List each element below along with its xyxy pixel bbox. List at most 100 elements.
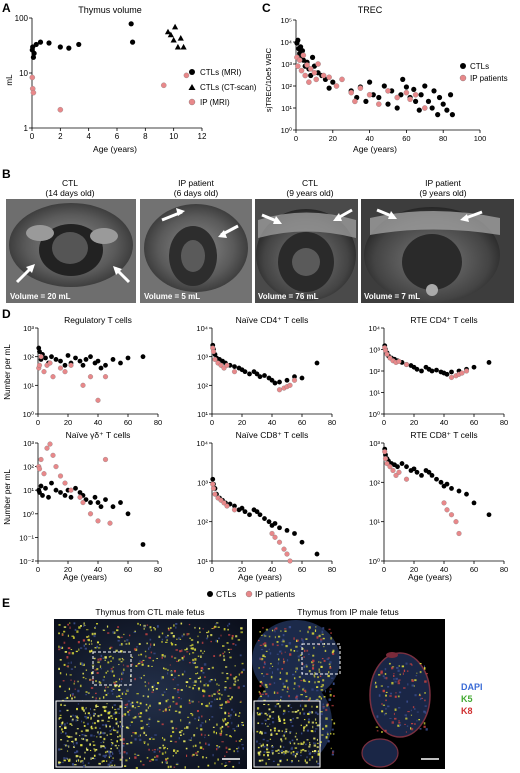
- chart-d6-point: [419, 473, 424, 478]
- mri-image-ctl-14-days: Volume = 20 mL: [6, 199, 136, 303]
- chart-d3-plot: 0 20 40 60 80 10⁰ 10¹ 10² 10³ 10⁴: [368, 324, 508, 427]
- chart-d3-xtick: 80: [500, 418, 508, 427]
- chart-d5-title: Naïve CD8⁺ T cells: [236, 430, 309, 440]
- chart-d1-point: [50, 374, 56, 380]
- chart-c-point: [367, 79, 373, 85]
- chart-d4-point: [46, 494, 51, 500]
- chart-c-point: [447, 92, 454, 98]
- chart-d6-point: [444, 481, 450, 487]
- chart-c-point: [299, 48, 306, 54]
- chart-d2-title: Naïve CD4⁺ T cells: [236, 315, 309, 325]
- chart-d6-point: [382, 456, 389, 462]
- chart-d1-point: [98, 365, 104, 371]
- chart-a-xtick: 0: [30, 132, 35, 141]
- chart-d6-point: [396, 469, 402, 475]
- chart-d6-ytick: 10²: [369, 478, 380, 487]
- chart-a-point: [170, 36, 177, 43]
- chart-c-point: [429, 105, 435, 111]
- chart-d3-ytick: 10²: [369, 367, 380, 376]
- chart-d4-point: [62, 480, 68, 486]
- legend-a-ctl-ct: CTLs (CT-scan): [200, 83, 257, 92]
- panel-letter-d: D: [2, 307, 11, 321]
- chart-c-point: [403, 84, 409, 90]
- chart-d2-point: [276, 387, 283, 393]
- chart-c-point: [298, 44, 304, 50]
- chart-d5-point: [212, 491, 218, 497]
- chart-c-xlabel: Age (years): [353, 144, 397, 154]
- chart-d2-xtick: 60: [298, 418, 306, 427]
- chart-a-xtick: 12: [198, 132, 207, 141]
- chart-c-point: [422, 83, 428, 89]
- chart-d4-xtick: 60: [124, 565, 132, 574]
- chart-d4-point: [40, 493, 45, 498]
- chart-d6-point: [486, 512, 492, 518]
- fluor-image-ctl: [54, 619, 247, 770]
- chart-d5-xtick: 20: [238, 565, 246, 574]
- chart-c-point: [308, 72, 314, 79]
- chart-a-point: [160, 82, 167, 89]
- chart-d6-title: RTE CD8⁺ T cells: [410, 430, 477, 440]
- chart-a-point: [66, 45, 72, 51]
- chart-a-point: [37, 39, 44, 45]
- legend-a-ctl-mri-marker: [189, 69, 195, 75]
- chart-d5-point: [231, 507, 238, 513]
- chart-d3-point: [419, 368, 424, 374]
- chart-d3-xtick: 60: [470, 418, 478, 427]
- chart-d4-xtick: 40: [94, 565, 102, 574]
- chart-d1-point: [125, 355, 131, 361]
- chart-d1-point: [88, 354, 93, 360]
- chart-c-point: [357, 85, 364, 91]
- chart-d3-point: [429, 368, 435, 374]
- chart-d6-point: [411, 466, 417, 472]
- chart-c-point: [413, 98, 419, 104]
- chart-d5-point: [210, 481, 216, 487]
- chart-d6-point: [444, 507, 450, 513]
- chart-c-point: [326, 74, 332, 80]
- chart-d1-point: [58, 358, 63, 364]
- stain-label-k5: K5: [461, 694, 473, 704]
- chart-a-point: [174, 43, 182, 50]
- panel-d-ylabel-bottom: Number per mL: [3, 469, 12, 525]
- chart-c-point: [320, 72, 327, 79]
- chart-d6-point: [390, 467, 396, 474]
- chart-c-point: [416, 107, 422, 113]
- chart-d1-point: [57, 365, 64, 371]
- legend-c-ip: IP patients: [470, 74, 508, 83]
- chart-d5-ytick: 10³: [197, 478, 208, 487]
- chart-d4-point: [87, 511, 94, 517]
- chart-d1-point: [80, 382, 86, 388]
- fluor-1-zoom-box: [92, 651, 132, 686]
- chart-c-point: [296, 57, 303, 63]
- chart-c-point: [376, 94, 382, 101]
- chart-d3-point: [384, 351, 390, 357]
- chart-c-ytick: 10⁵: [281, 16, 292, 25]
- legend-c-ctl: CTLs: [470, 62, 489, 71]
- chart-d4-point: [50, 452, 56, 458]
- chart-d2-point: [247, 371, 252, 377]
- chart-d1-xtick: 80: [154, 418, 162, 427]
- chart-d2-plot: 0 20 40 60 80 10¹ 10² 10³ 10⁴: [196, 324, 336, 427]
- chart-d4-point: [68, 494, 74, 500]
- chart-d4-point: [92, 494, 98, 500]
- legend-d-ip: IP patients: [255, 589, 295, 599]
- chart-d1-point: [95, 397, 101, 403]
- chart-c-point: [385, 101, 391, 107]
- chart-d5-point: [257, 512, 263, 518]
- chart-c-point: [295, 37, 301, 43]
- chart-d5-point: [242, 509, 248, 515]
- chart-a-point: [33, 41, 39, 48]
- chart-c-xtick: 40: [365, 134, 373, 143]
- chart-d1-point: [80, 362, 86, 368]
- chart-c-point: [425, 98, 432, 104]
- chart-c-point: [394, 105, 400, 111]
- chart-d4-point: [41, 471, 47, 477]
- panel-d-t-cell-counts: Number per mL Number per mL Age (years) …: [3, 315, 478, 599]
- chart-d3-xtick: 0: [382, 418, 386, 427]
- chart-d1-xtick: 0: [36, 418, 40, 427]
- chart-c-point: [440, 101, 446, 107]
- chart-d5-point: [254, 509, 260, 515]
- chart-a-ytick: 1: [24, 124, 29, 133]
- chart-d4-point: [95, 500, 101, 505]
- chart-d4-point: [107, 520, 113, 526]
- chart-d1-point: [41, 369, 47, 375]
